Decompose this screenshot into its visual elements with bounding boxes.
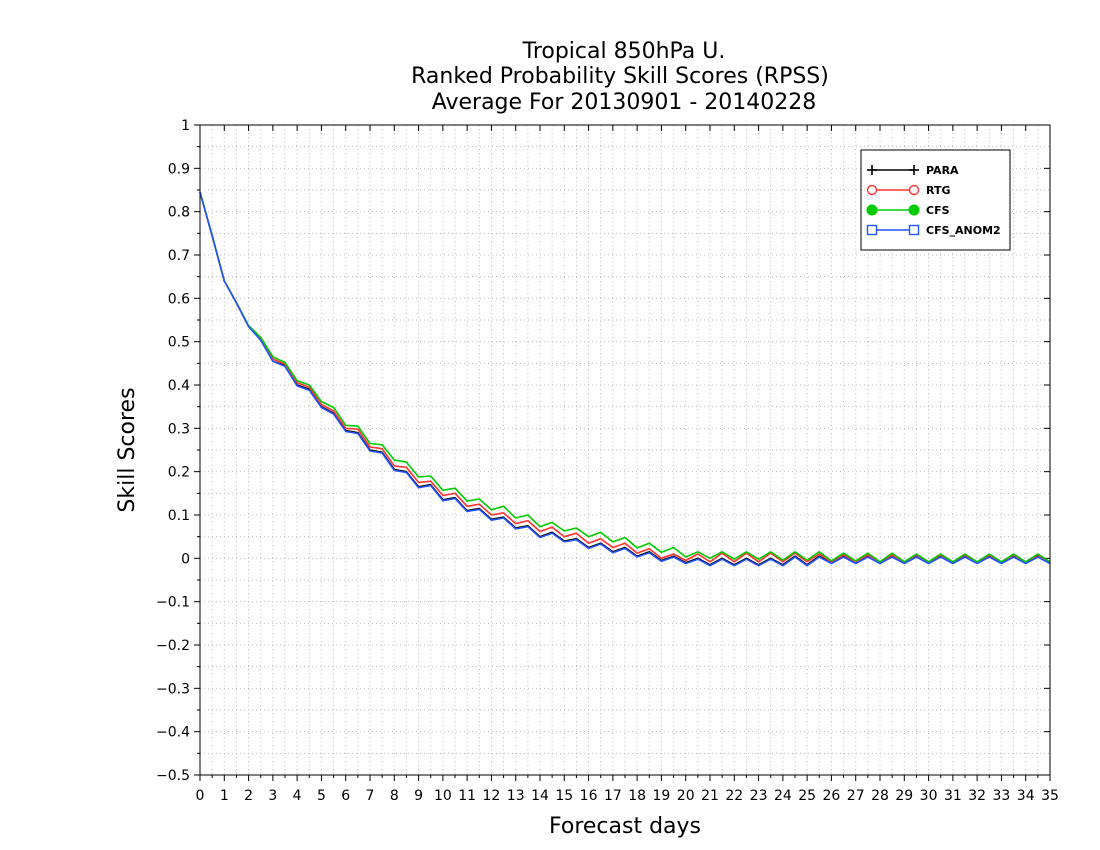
- series-line-cfs_anom2: [199, 191, 1051, 567]
- x-tick-label: 15: [555, 788, 573, 804]
- x-tick-label: 6: [341, 788, 350, 804]
- y-tick-label: 1: [181, 118, 190, 134]
- y-tick-label: 0.5: [168, 335, 190, 351]
- x-tick-label: 16: [580, 788, 598, 804]
- x-tick-label: 3: [268, 788, 277, 804]
- chart-title-line-2: Ranked Probability Skill Scores (RPSS): [411, 64, 829, 89]
- legend: PARA RTG CFS CFS_ANOM2: [860, 149, 1011, 251]
- x-tick-label: 33: [993, 788, 1011, 804]
- x-tick-label: 1: [220, 788, 229, 804]
- y-axis-title: Skill Scores: [115, 387, 140, 512]
- x-tick-label: 0: [196, 788, 205, 804]
- x-tick-label: 2: [244, 788, 253, 804]
- chart-title-line-3: Average For 20130901 - 20140228: [432, 90, 817, 115]
- chart-title: Tropical 850hPa U. Ranked Probability Sk…: [411, 39, 829, 115]
- x-tick-label: 5: [317, 788, 326, 804]
- plot-frame: [199, 124, 1051, 776]
- x-tick-label: 22: [725, 788, 743, 804]
- x-tick-label: 18: [628, 788, 646, 804]
- x-tick-label: 31: [944, 788, 962, 804]
- legend-rtg-marker: [908, 184, 920, 196]
- x-tick-label: 9: [414, 788, 423, 804]
- legend-para-label: PARA: [926, 164, 959, 177]
- x-tick-label: 19: [653, 788, 671, 804]
- y-tick-label: 0.1: [168, 508, 190, 524]
- y-tick-label: 0.7: [168, 248, 190, 264]
- x-tick-label: 28: [871, 788, 889, 804]
- legend-cfs_anom2-marker: [866, 224, 878, 236]
- x-tick-label: 32: [968, 788, 986, 804]
- y-tick-label: −0.2: [156, 638, 190, 654]
- x-tick-label: 14: [531, 788, 549, 804]
- x-tick-label: 13: [507, 788, 525, 804]
- chart-title-line-1: Tropical 850hPa U.: [522, 39, 726, 64]
- y-tick-label: −0.4: [156, 725, 190, 741]
- x-tick-label: 26: [823, 788, 841, 804]
- x-tick-label: 27: [847, 788, 865, 804]
- y-tick-label: 0.6: [168, 291, 190, 307]
- legend-box: [860, 149, 1011, 251]
- y-tick-label: 0.8: [168, 205, 190, 221]
- x-tick-label: 4: [293, 788, 302, 804]
- legend-cfs_anom2-label: CFS_ANOM2: [926, 224, 1001, 237]
- y-tick-label: 0.9: [168, 161, 190, 177]
- x-tick-label: 12: [483, 788, 501, 804]
- y-tick-label: 0.4: [168, 378, 190, 394]
- y-tick-label: 0.3: [168, 421, 190, 437]
- x-tick-label: 34: [1017, 788, 1035, 804]
- x-tick-label: 23: [750, 788, 768, 804]
- y-tick-label: 0.2: [168, 465, 190, 481]
- x-tick-label: 20: [677, 788, 695, 804]
- x-tick-label: 24: [774, 788, 792, 804]
- legend-rtg-label: RTG: [926, 184, 951, 197]
- x-tick-label: 35: [1041, 788, 1059, 804]
- x-tick-label: 30: [920, 788, 938, 804]
- x-tick-label: 29: [895, 788, 913, 804]
- legend-cfs-label: CFS: [926, 204, 950, 217]
- series-lines: [199, 191, 1051, 567]
- x-tick-label: 10: [434, 788, 452, 804]
- legend-cfs_anom2-marker: [908, 224, 920, 236]
- y-tick-label: −0.3: [156, 681, 190, 697]
- x-tick-label: 25: [798, 788, 816, 804]
- x-tick-label: 7: [366, 788, 375, 804]
- x-tick-label: 21: [701, 788, 719, 804]
- x-axis-title: Forecast days: [549, 814, 701, 839]
- y-tick-label: −0.5: [156, 768, 190, 784]
- x-tick-label: 8: [390, 788, 399, 804]
- series-line-cfs: [199, 191, 1051, 563]
- x-tick-label: 11: [458, 788, 476, 804]
- y-tick-label: −0.1: [156, 595, 190, 611]
- y-tick-label: 0: [181, 551, 190, 567]
- legend-cfs-marker: [866, 204, 878, 216]
- legend-cfs-marker: [908, 204, 920, 216]
- x-tick-label: 17: [604, 788, 622, 804]
- legend-rtg-marker: [866, 184, 878, 196]
